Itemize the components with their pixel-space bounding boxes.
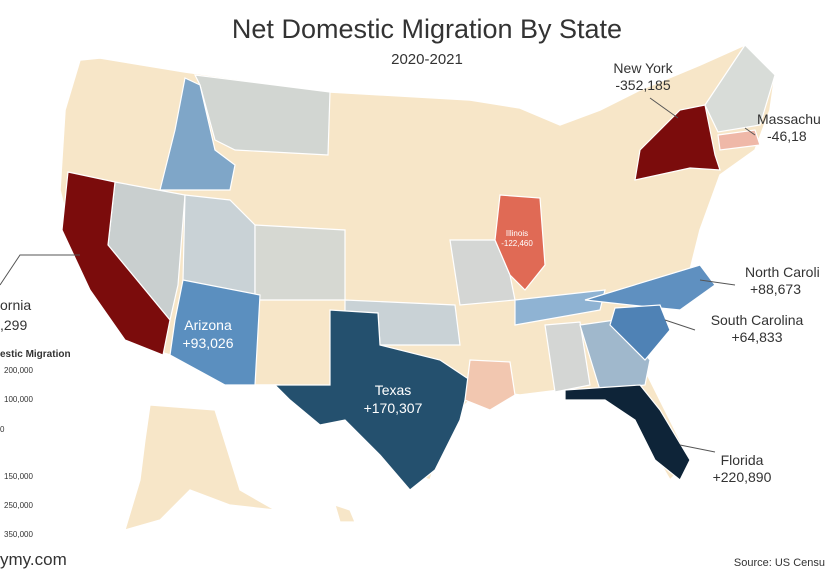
site-name: ymy.com bbox=[0, 550, 67, 569]
us-map bbox=[59, 44, 776, 531]
state-value: +93,026 bbox=[183, 335, 234, 351]
map-subtitle: 2020-2021 bbox=[391, 51, 463, 68]
state-name: Florida bbox=[721, 452, 764, 468]
state-value: -352,185 bbox=[615, 77, 670, 93]
north-carolina bbox=[584, 264, 716, 311]
callout-line bbox=[744, 127, 756, 136]
state-name: North Caroli bbox=[745, 264, 820, 280]
state-name: Texas bbox=[375, 382, 412, 398]
callout-line bbox=[0, 254, 80, 286]
state-value: +88,673 bbox=[750, 281, 801, 297]
state-value: ,299 bbox=[0, 317, 27, 333]
legend-item: 150,000 bbox=[4, 472, 33, 481]
south-carolina bbox=[609, 304, 671, 361]
legend-item: 250,000 bbox=[4, 501, 33, 510]
idaho bbox=[159, 77, 236, 191]
tennessee bbox=[514, 289, 606, 326]
state-name: ornia bbox=[0, 297, 31, 313]
louisiana bbox=[464, 359, 516, 411]
callout-line bbox=[664, 319, 696, 331]
state-value: +220,890 bbox=[713, 469, 772, 485]
florida bbox=[564, 384, 691, 481]
california bbox=[61, 171, 171, 356]
callout-line bbox=[699, 279, 736, 286]
new-england bbox=[704, 44, 776, 133]
legend-item: 100,000 bbox=[4, 395, 33, 404]
legend-item: 350,000 bbox=[4, 530, 33, 539]
new-york bbox=[634, 104, 721, 181]
legend-title: estic Migration bbox=[0, 349, 71, 360]
legend-item: 0 bbox=[0, 425, 5, 434]
texas bbox=[273, 309, 471, 491]
state-name: Arizona bbox=[184, 317, 232, 333]
state-name: South Carolina bbox=[711, 312, 804, 328]
missouri bbox=[449, 239, 516, 306]
legend-item: 200,000 bbox=[4, 366, 33, 375]
state-name: Illinois bbox=[506, 229, 528, 238]
state-value: -122,460 bbox=[501, 239, 533, 248]
state-value: -46,18 bbox=[767, 128, 807, 144]
illinois bbox=[494, 194, 546, 291]
alabama bbox=[544, 321, 591, 393]
hawaii bbox=[334, 504, 356, 523]
state-value: +64,833 bbox=[732, 329, 783, 345]
state-name: Massachu bbox=[757, 111, 821, 127]
map-title: Net Domestic Migration By State bbox=[232, 14, 622, 44]
state-value: +170,307 bbox=[364, 400, 423, 416]
massachusetts bbox=[717, 129, 761, 151]
state-name: New York bbox=[613, 60, 673, 76]
colorado bbox=[254, 224, 346, 301]
georgia bbox=[579, 319, 651, 391]
callouts bbox=[0, 97, 756, 453]
callout-line bbox=[679, 444, 716, 453]
arizona bbox=[169, 279, 261, 386]
alaska bbox=[124, 404, 276, 531]
source-note: Source: US Censu bbox=[734, 557, 825, 569]
callout-line bbox=[649, 97, 679, 119]
